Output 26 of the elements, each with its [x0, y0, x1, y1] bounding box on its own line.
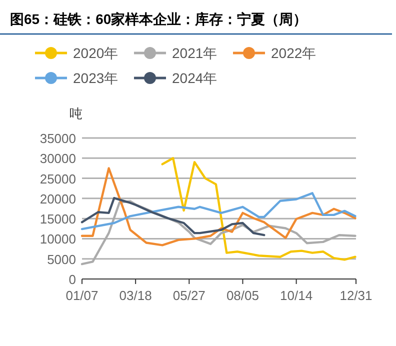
legend-label: 2021年: [172, 45, 218, 61]
y-axis-title: 吨: [70, 106, 82, 121]
y-tick-label: 5000: [47, 252, 76, 267]
line-series: [80, 196, 266, 236]
legend-label: 2024年: [172, 70, 218, 86]
x-tick-label: 12/31: [340, 288, 372, 303]
y-tick-label: 10000: [40, 232, 76, 247]
x-tick-label: 10/14: [280, 288, 313, 303]
legend-label: 2020年: [73, 45, 118, 61]
x-tick-label: 08/05: [226, 288, 259, 303]
x-tick-label: 01/07: [66, 288, 98, 303]
legend-label: 2022年: [271, 45, 316, 61]
x-tick-label: 05/27: [172, 288, 206, 303]
y-tick-label: 20000: [40, 191, 76, 206]
line-series: [80, 192, 356, 230]
x-tick-label: 03/18: [119, 288, 152, 303]
line-series: [80, 200, 356, 266]
legend-label: 2023年: [73, 70, 118, 86]
line-series: [161, 157, 356, 261]
line-series: [80, 167, 356, 246]
chart-title: 图65：硅铁：60家样本企业：库存：宁夏（周）: [10, 11, 308, 27]
y-tick-label: 30000: [40, 151, 76, 166]
y-tick-label: 15000: [40, 212, 76, 227]
y-tick-label: 25000: [40, 171, 76, 186]
y-tick-label: 35000: [40, 131, 76, 146]
y-tick-label: 0: [68, 272, 76, 287]
